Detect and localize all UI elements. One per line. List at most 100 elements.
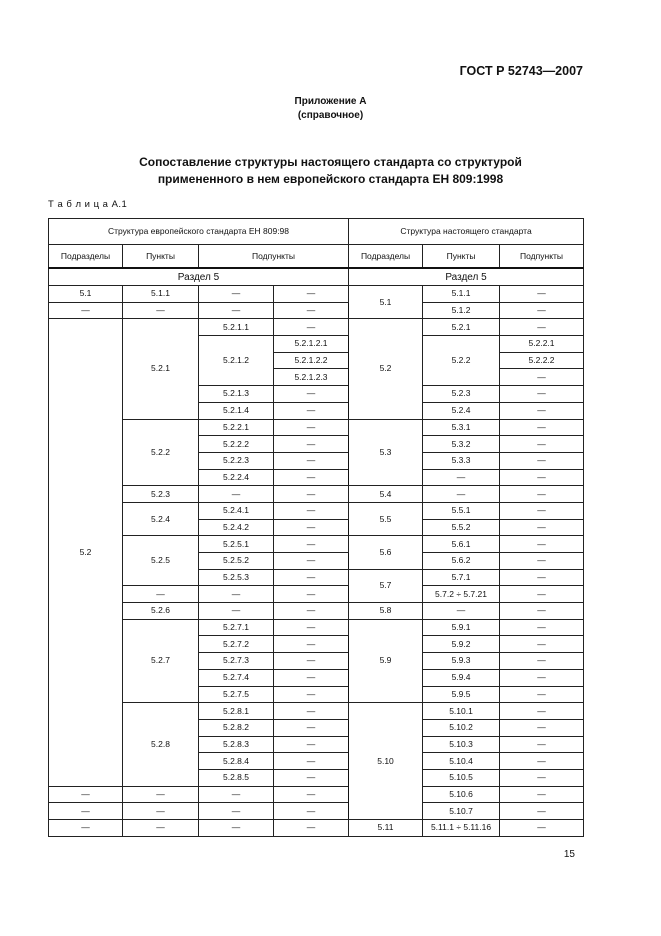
title-line-1: Сопоставление структуры настоящего станд… [139, 155, 522, 169]
table-cell: — [422, 602, 501, 620]
table-cell: — [422, 485, 501, 503]
table-cell: — [499, 385, 585, 403]
table-cell: — [272, 702, 350, 720]
table-cell: 5.8 [348, 602, 424, 620]
table-cell: — [499, 618, 585, 637]
table-cell: — [272, 451, 350, 470]
table-cell: 5.2.2.1 [499, 335, 585, 353]
table-cell: 5.6.1 [422, 535, 501, 553]
table-row: 5.2 5.2.1 5.2.1.1—5.2 5.2.1— [48, 318, 585, 787]
table-cell: 5.10.2 [422, 718, 501, 737]
table-cell: — [272, 485, 350, 503]
table-row: 5.2.6— —5.8— — [49, 602, 585, 620]
table-cell: — [198, 485, 274, 503]
table-cell: 5.10.7 [422, 802, 501, 820]
table-cell: — [499, 468, 585, 487]
table-cell: — [499, 718, 585, 737]
appendix-note: (справочное) [297, 110, 364, 121]
table-cell: — [122, 301, 199, 320]
table-cell: — [499, 602, 585, 620]
table-row: 5.2.7 5.2.7.1—5.9 5.9.1— [49, 618, 585, 704]
table-cell: — [272, 668, 350, 687]
table-cell: 5.1 [48, 285, 123, 303]
table-cell: — [48, 785, 123, 804]
table-row: 5.2.5.2—5.6.2— [49, 552, 585, 570]
table-cell: — [198, 301, 274, 320]
table-cell: 5.3.1 [422, 418, 501, 437]
table-cell: 5.9.5 [422, 685, 501, 704]
table-cell: 5.2.4 [122, 501, 199, 537]
table-cell: — [272, 552, 350, 570]
table-row: 5.2.8 5.2.8.1—5.10 5.10.1— [49, 702, 585, 820]
table-cell: 5.5.1 [422, 501, 501, 520]
table-cell: 5.2.6 [122, 602, 199, 620]
table-cell: — [272, 652, 350, 670]
table-cell: 5.7 [348, 568, 424, 604]
table-row: 5.2.8.4—5.10.4— [49, 752, 585, 770]
table-row: 5.2.7.4—5.9.4— [49, 668, 585, 687]
table-label: Т а б л и ц а А.1 [48, 199, 128, 210]
table-row: — — — —5.10.6— [48, 785, 585, 804]
table-cell: 5.2.8.3 [198, 735, 274, 754]
table-cell: — [272, 735, 350, 754]
column-header: Пункты [122, 244, 199, 269]
table-row: — — — —5.1.2— [48, 301, 585, 320]
table-cell: 5.2.7.2 [198, 635, 274, 654]
table-cell: — [272, 752, 350, 770]
table-cell: 5.9.4 [422, 668, 501, 687]
table-cell: — [198, 819, 274, 837]
table-row: 5.2.4 5.2.4.1—5.5 5.5.1— [49, 501, 585, 537]
table-cell: 5.1.1 [122, 285, 199, 303]
table-cell: 5.5.2 [422, 518, 501, 537]
table-cell: — [122, 585, 199, 604]
table-cell: — [499, 819, 585, 837]
table-cell: 5.2.2.4 [198, 468, 274, 487]
table-row: 5.2.2 5.2.2.1—5.3 5.3.1— [49, 418, 585, 487]
table-cell: — [272, 635, 350, 654]
table-cell: — [499, 301, 585, 320]
table-cell: — [122, 802, 199, 820]
table-cell: 5.10.5 [422, 768, 501, 787]
page-number: 15 [563, 849, 575, 860]
table-cell: 5.2.8.5 [198, 768, 274, 787]
table-cell: — [272, 618, 350, 637]
table-row: 5.2.5 5.2.5.1—5.6 5.6.1— [49, 535, 585, 587]
table-cell: 5.10.4 [422, 752, 501, 770]
table-cell: — [272, 718, 350, 737]
table-cell: — [272, 301, 350, 320]
table-cell: 5.9.1 [422, 618, 501, 637]
table-cell: — [198, 785, 274, 804]
table-cell: 5.2.8 [122, 702, 199, 787]
table-cell: 5.3.3 [422, 451, 501, 470]
table-cell: 5.1.2 [422, 301, 501, 320]
table-cell: — [198, 285, 274, 303]
table-cell: 5.10.3 [422, 735, 501, 754]
group-header-european: Структура европейского стандарта ЕН 809:… [47, 218, 350, 245]
section-label: Раздел 5 [47, 267, 350, 286]
table-cell: 5.10.1 [422, 702, 501, 720]
table-cell: 5.2.4.2 [198, 518, 274, 537]
table-cell: 5.6.2 [422, 552, 501, 570]
column-header: Подпункты [197, 244, 350, 269]
table-cell: — [198, 802, 274, 820]
table-cell: 5.2.8.2 [198, 718, 274, 737]
appendix-title: Сопоставление структуры настоящего станд… [0, 154, 661, 188]
table-cell: 5.2.5.2 [198, 552, 274, 570]
table-cell: — [499, 552, 585, 570]
table-cell: — [422, 468, 501, 487]
comparison-table: Структура европейского стандарта ЕН 809:… [47, 218, 585, 837]
table-cell: — [272, 602, 350, 620]
group-header-row: Структура европейского стандарта ЕН 809:… [47, 218, 585, 245]
table-cell: — [272, 401, 350, 420]
table-cell: 5.2.2.2 [198, 435, 274, 453]
table-cell: 5.2.7.5 [198, 685, 274, 704]
table-cell: — [499, 535, 585, 553]
table-cell: 5.2.1.4 [198, 401, 274, 420]
table-row: 5.2.4.2—5.5.2— [49, 518, 585, 537]
column-header-row: Подразделы Пункты Подпункты Подразделы П… [48, 244, 585, 269]
table-cell: — [499, 585, 585, 604]
column-header: Пункты [422, 244, 501, 269]
table-cell: 5.2.1.2.2 [272, 351, 350, 370]
table-cell: 5.2.2.1 [198, 418, 274, 437]
table-cell: — [499, 418, 585, 437]
